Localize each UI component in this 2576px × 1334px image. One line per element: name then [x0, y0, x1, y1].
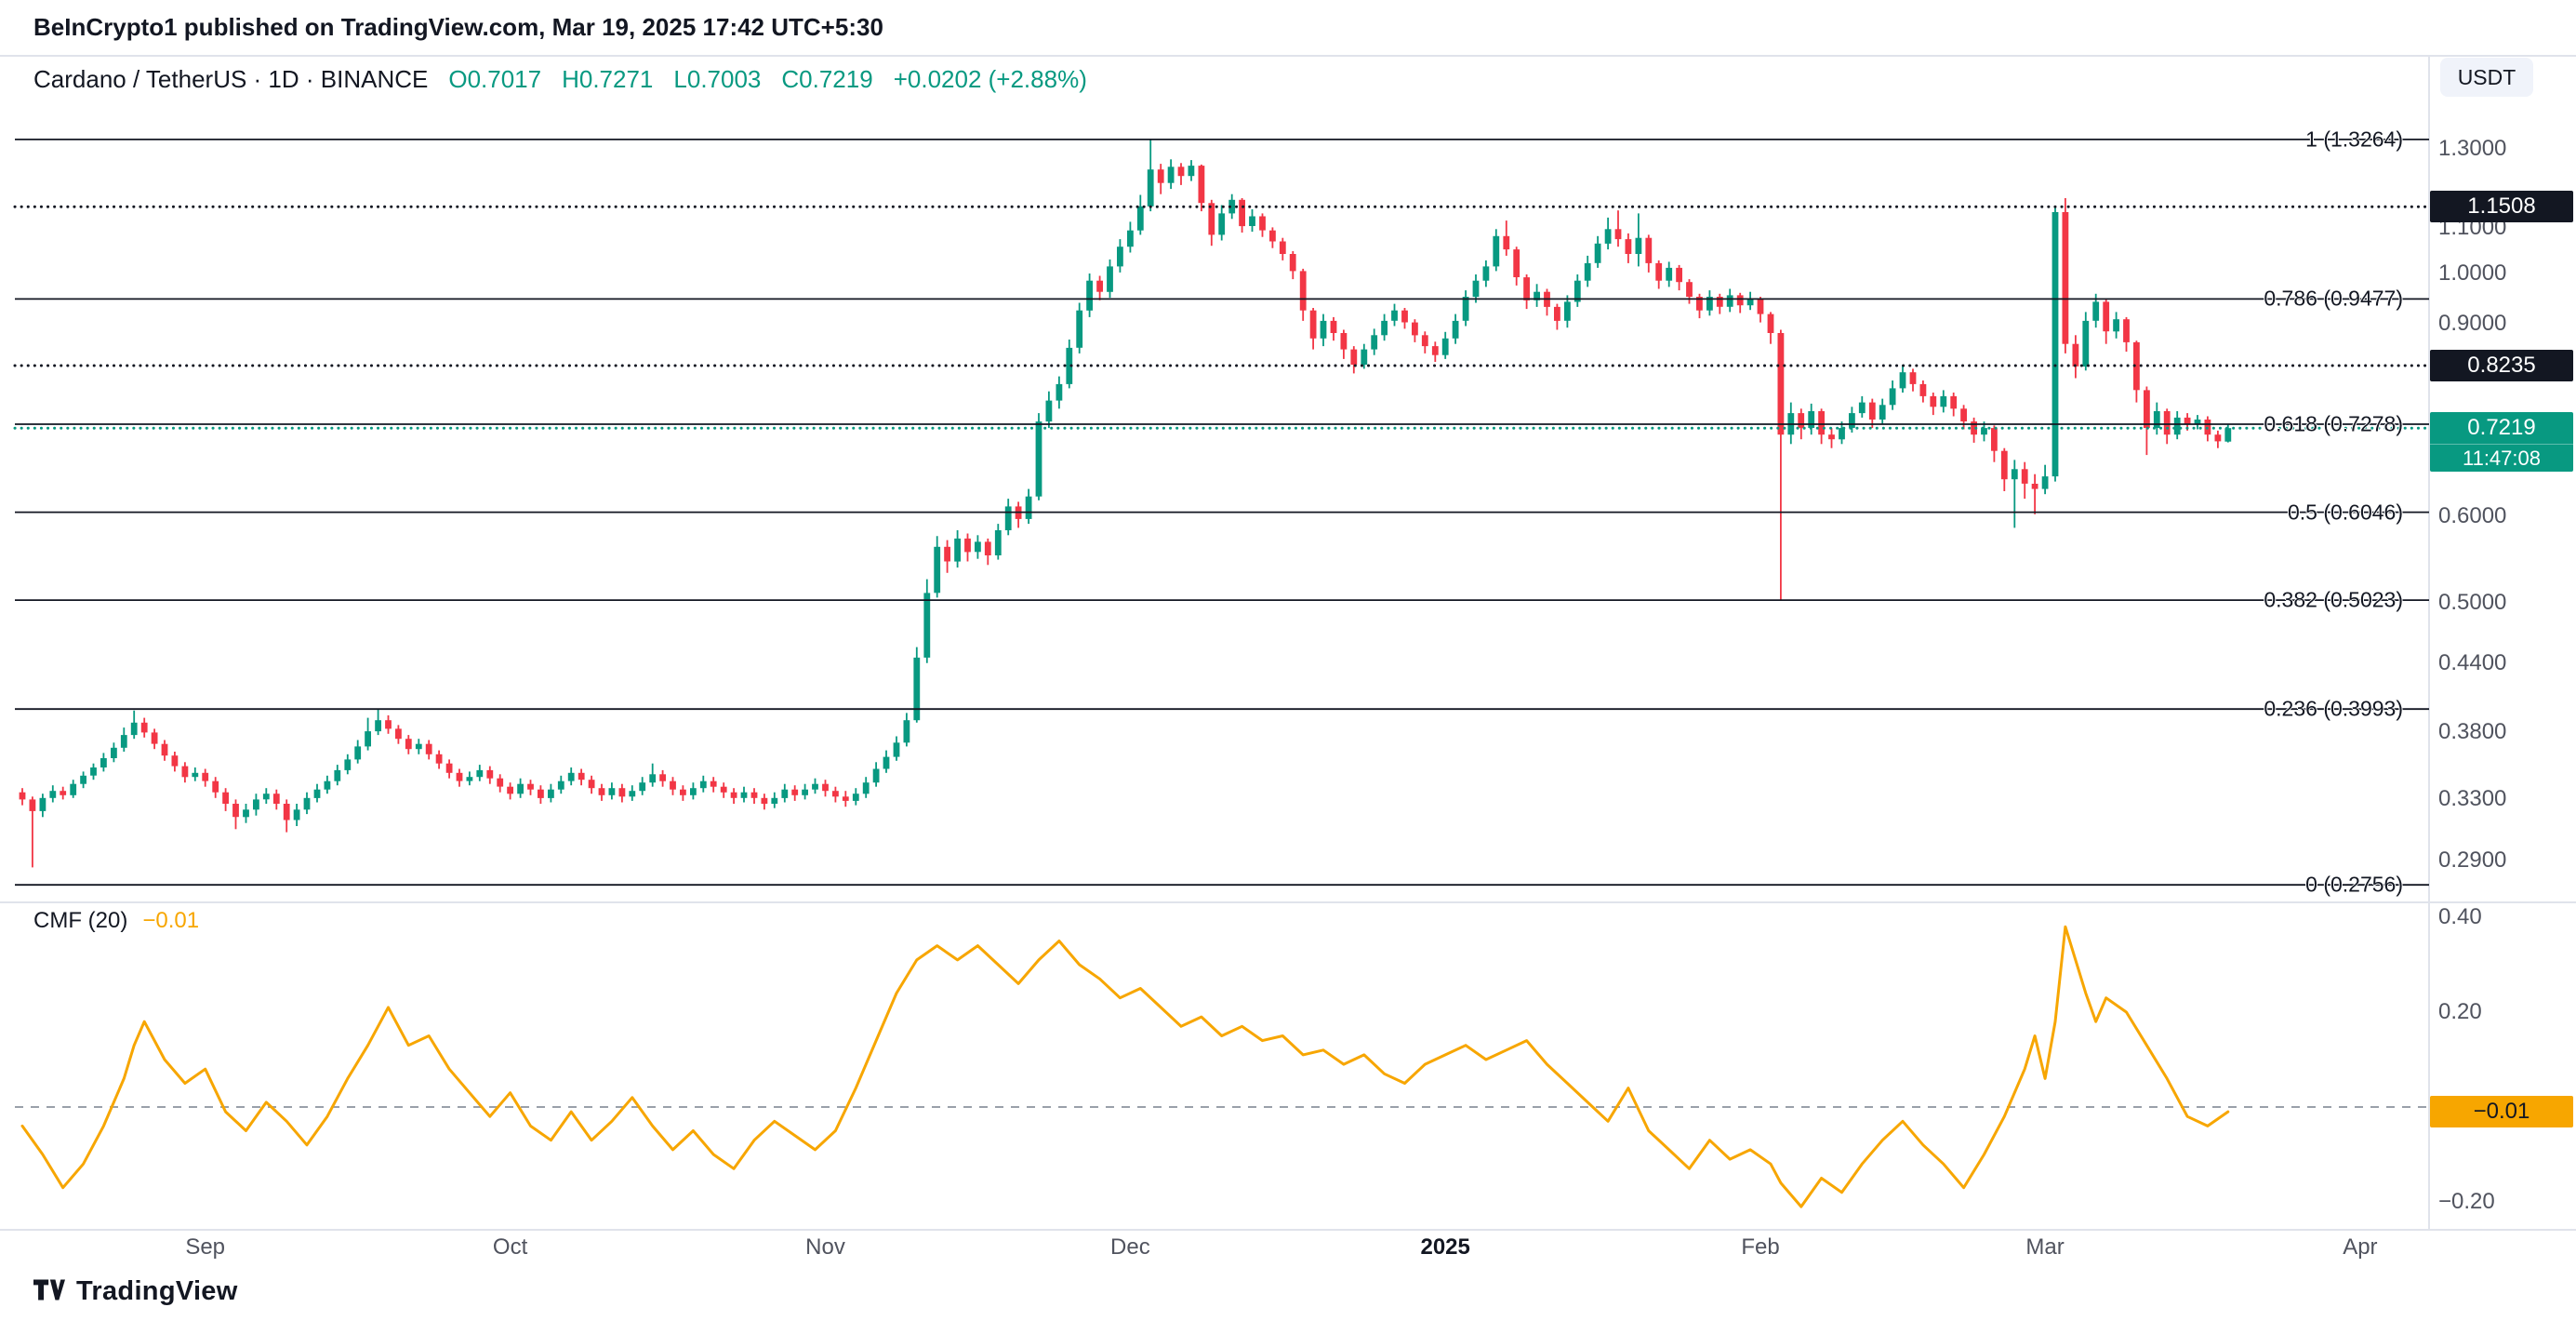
fib-level-label: 0.382 (0.5023)	[2264, 587, 2403, 612]
price-level-badge: 0.8235	[2430, 350, 2573, 381]
ohlc-low: L0.7003	[673, 65, 762, 93]
price-tick: 0.4400	[2438, 649, 2507, 675]
cmf-title: CMF (20)	[33, 908, 128, 933]
price-tick: 0.3800	[2438, 719, 2507, 745]
price-change: +0.0202 (+2.88%)	[893, 65, 1087, 93]
fib-level-label: 0.618 (0.7278)	[2264, 411, 2403, 436]
time-axis[interactable]	[0, 1230, 2576, 1267]
tradingview-wordmark[interactable]: TradingView	[76, 1276, 238, 1306]
cmf-value: −0.01	[142, 908, 200, 933]
symbol-info-row: Cardano / TetherUS · 1D · BINANCE O0.701…	[33, 65, 1087, 94]
ohlc-close: C0.7219	[781, 65, 873, 93]
fib-level-label: 0 (0.2756)	[2305, 872, 2403, 897]
time-tick-mar: Mar	[2025, 1234, 2065, 1260]
price-tick: 1.0000	[2438, 260, 2507, 286]
cmf-indicator-row: CMF (20) −0.01	[33, 908, 199, 934]
price-tick: 0.3300	[2438, 786, 2507, 812]
time-tick-feb: Feb	[1741, 1234, 1780, 1260]
price-tick: 0.6000	[2438, 502, 2507, 528]
price-tick: 0.9000	[2438, 310, 2507, 336]
price-tick: 1.3000	[2438, 136, 2507, 162]
tradingview-logo-icon[interactable]	[33, 1277, 65, 1307]
publish-info-text: BeInCrypto1 published on TradingView.com…	[33, 13, 883, 41]
time-tick-2025: 2025	[1420, 1234, 1470, 1260]
fib-level-label: 0.786 (0.9477)	[2264, 286, 2403, 311]
cmf-tick: 0.20	[2438, 999, 2482, 1024]
time-tick-dec: Dec	[1110, 1234, 1150, 1260]
publish-header: BeInCrypto1 published on TradingView.com…	[33, 13, 883, 42]
price-tick: 0.2900	[2438, 847, 2507, 874]
ohlc-open: O0.7017	[448, 65, 542, 93]
currency-toggle-button[interactable]: USDT	[2440, 58, 2533, 97]
time-tick-nov: Nov	[805, 1234, 845, 1260]
fib-level-label: 0.236 (0.3993)	[2264, 696, 2403, 721]
last-price: 0.7219	[2467, 415, 2536, 441]
time-tick-oct: Oct	[492, 1234, 528, 1260]
price-tick: 0.5000	[2438, 589, 2507, 615]
candle-countdown: 11:47:08	[2430, 444, 2573, 472]
symbol-title: Cardano / TetherUS · 1D · BINANCE	[33, 65, 429, 93]
cmf-tick: −0.20	[2438, 1189, 2495, 1214]
ohlc-high: H0.7271	[562, 65, 654, 93]
price-level-badge: 1.1508	[2430, 191, 2573, 223]
footer: TradingView	[33, 1276, 238, 1307]
fib-level-label: 1 (1.3264)	[2305, 127, 2403, 152]
cmf-tick: 0.40	[2438, 904, 2482, 929]
time-tick-sep: Sep	[185, 1234, 226, 1260]
fib-level-label: 0.5 (0.6046)	[2287, 500, 2403, 525]
time-tick-apr: Apr	[2343, 1234, 2378, 1260]
cmf-value-badge: −0.01	[2430, 1096, 2573, 1128]
last-price-badge: 0.7219 11:47:08	[2430, 412, 2573, 473]
